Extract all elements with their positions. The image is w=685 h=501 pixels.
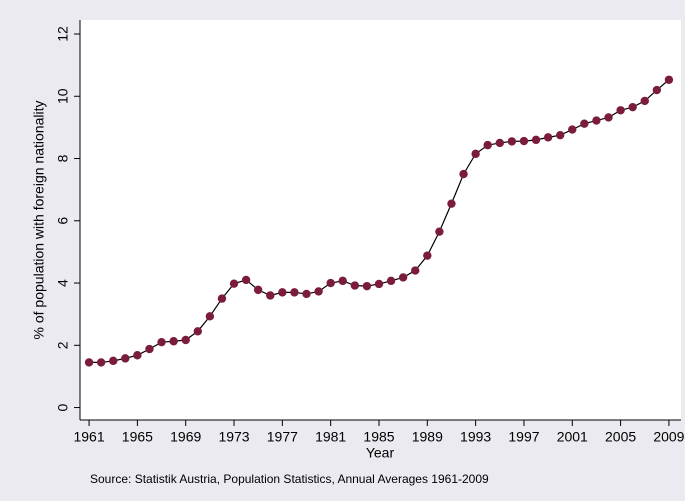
x-tick-label: 1961 bbox=[73, 429, 104, 445]
y-axis-label: % of population with foreign nationality bbox=[31, 101, 47, 340]
data-point bbox=[338, 276, 347, 286]
data-point bbox=[374, 279, 384, 289]
y-tick-label: 6 bbox=[55, 217, 71, 225]
data-point bbox=[628, 102, 637, 112]
x-tick-label: 1977 bbox=[267, 429, 298, 445]
x-tick-label: 1981 bbox=[315, 429, 346, 445]
x-tick-label: 2001 bbox=[557, 429, 588, 445]
data-point bbox=[229, 279, 239, 288]
data-point bbox=[205, 312, 215, 321]
data-point bbox=[471, 149, 480, 159]
data-point bbox=[616, 106, 625, 115]
y-tick-label: 8 bbox=[55, 154, 71, 162]
data-point bbox=[398, 273, 408, 282]
data-point bbox=[423, 251, 432, 260]
source-note: Source: Statistik Austria, Population St… bbox=[90, 472, 489, 486]
data-point bbox=[483, 140, 492, 150]
x-tick-label: 1965 bbox=[122, 429, 153, 445]
data-point bbox=[411, 266, 420, 275]
y-tick-label: 4 bbox=[55, 279, 71, 287]
data-point bbox=[519, 136, 529, 146]
data-point bbox=[253, 285, 263, 295]
y-tick-label: 10 bbox=[55, 88, 71, 104]
data-point bbox=[278, 288, 287, 297]
plot-area bbox=[80, 20, 681, 420]
x-tick-label: 1973 bbox=[218, 429, 249, 445]
data-point bbox=[302, 289, 311, 299]
data-point bbox=[435, 227, 444, 236]
data-point bbox=[592, 116, 601, 125]
data-point bbox=[447, 199, 456, 208]
data-point bbox=[362, 281, 372, 291]
y-tick-label: 0 bbox=[55, 403, 71, 411]
data-point bbox=[652, 85, 662, 95]
data-point bbox=[217, 294, 227, 303]
data-point bbox=[543, 133, 553, 142]
x-axis-label: Year bbox=[366, 445, 395, 461]
data-point bbox=[181, 335, 190, 345]
data-point bbox=[109, 356, 118, 366]
data-point bbox=[121, 354, 130, 363]
x-tick-label: 2005 bbox=[605, 429, 636, 445]
data-point bbox=[157, 337, 166, 347]
data-point bbox=[145, 344, 154, 354]
x-tick-label: 2009 bbox=[653, 429, 684, 445]
data-point bbox=[96, 358, 106, 367]
x-tick-label: 1985 bbox=[363, 429, 394, 445]
x-tick-label: 1993 bbox=[460, 429, 491, 445]
data-point bbox=[133, 351, 142, 360]
data-point bbox=[531, 135, 541, 145]
data-point bbox=[266, 291, 275, 300]
x-tick-label: 1969 bbox=[170, 429, 201, 445]
data-point bbox=[193, 327, 202, 336]
data-point bbox=[604, 113, 613, 122]
data-point bbox=[495, 138, 504, 148]
x-tick-label: 1997 bbox=[508, 429, 539, 445]
data-point bbox=[568, 125, 577, 134]
data-point bbox=[664, 75, 674, 84]
data-point bbox=[459, 169, 468, 179]
data-point bbox=[84, 358, 94, 367]
y-tick-label: 2 bbox=[55, 341, 71, 349]
data-point bbox=[507, 137, 517, 146]
data-point bbox=[326, 278, 335, 288]
data-point bbox=[169, 337, 178, 346]
data-point bbox=[555, 130, 565, 140]
data-point bbox=[580, 119, 589, 128]
data-point bbox=[241, 275, 251, 285]
data-point bbox=[314, 287, 323, 296]
y-tick-label: 12 bbox=[55, 26, 71, 42]
data-point bbox=[386, 276, 396, 286]
data-point bbox=[350, 281, 360, 290]
x-tick-label: 1989 bbox=[412, 429, 443, 445]
data-point bbox=[640, 96, 649, 106]
data-point bbox=[290, 288, 299, 297]
